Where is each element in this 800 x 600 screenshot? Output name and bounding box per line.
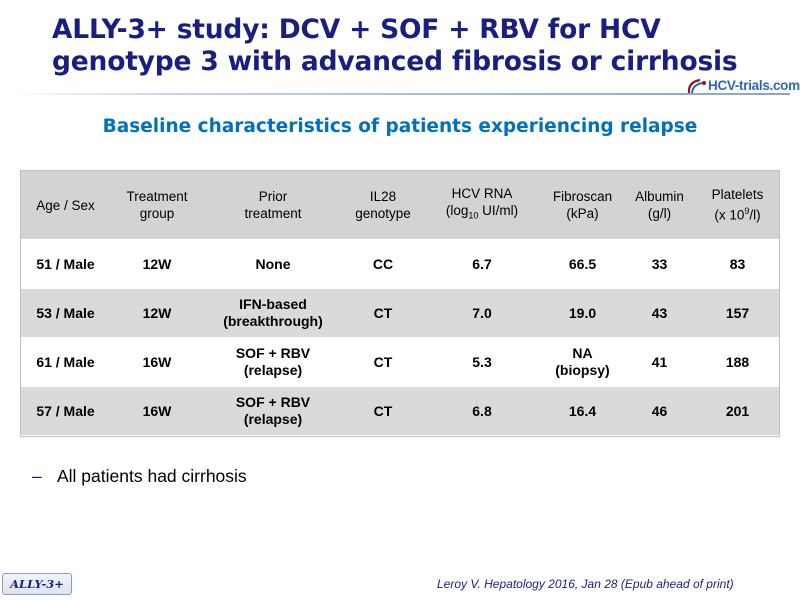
cell-group: 12W xyxy=(111,288,203,338)
cell-il28: CT xyxy=(343,288,423,338)
cell-il28: CT xyxy=(343,337,423,387)
header-prior-treatment: Prior treatment xyxy=(203,170,343,240)
header-fibroscan: Fibroscan (kPa) xyxy=(541,170,624,240)
baseline-table-container: Age / Sex Treatment group Prior treatment … xyxy=(20,170,780,436)
header-platelets: Platelets (x 109/l) xyxy=(695,170,780,240)
cell-platelets: 188 xyxy=(695,337,780,387)
logo-text: HCV-trials.com xyxy=(708,78,800,93)
table-row: 61 / Male 16W SOF + RBV (relapse) CT 5.3 … xyxy=(20,337,780,387)
title-divider xyxy=(10,93,790,95)
header-il28-genotype: IL28 genotype xyxy=(343,170,423,240)
cell-hcv-rna: 7.0 xyxy=(423,288,541,338)
cell-fibroscan: 19.0 xyxy=(541,288,624,338)
cell-hcv-rna: 5.3 xyxy=(423,337,541,387)
bullet-text: All patients had cirrhosis xyxy=(57,466,247,486)
cell-prior: None xyxy=(203,239,343,289)
cell-group: 16W xyxy=(111,337,203,387)
table-row: 53 / Male 12W IFN-based (breakthrough) CT… xyxy=(20,288,780,338)
cell-age-sex: 51 / Male xyxy=(20,239,111,289)
cell-prior: IFN-based (breakthrough) xyxy=(203,288,343,338)
cell-albumin: 33 xyxy=(624,239,695,289)
header-age-sex: Age / Sex xyxy=(20,170,111,240)
cell-prior: SOF + RBV (relapse) xyxy=(203,386,343,436)
baseline-characteristics-table: Age / Sex Treatment group Prior treatment … xyxy=(20,170,780,436)
slide-subtitle: Baseline characteristics of patients exp… xyxy=(102,116,698,137)
cell-il28: CC xyxy=(343,239,423,289)
cell-albumin: 43 xyxy=(624,288,695,338)
logo-arc-icon xyxy=(687,78,706,95)
citation: Leroy V. Hepatology 2016, Jan 28 (Epub a… xyxy=(437,577,734,591)
header-albumin: Albumin (g/l) xyxy=(624,170,695,240)
bullet-point: – All patients had cirrhosis xyxy=(32,466,247,487)
header-treatment-group: Treatment group xyxy=(111,170,203,240)
cell-platelets: 157 xyxy=(695,288,780,338)
table-row: 57 / Male 16W SOF + RBV (relapse) CT 6.8 … xyxy=(20,386,780,436)
study-badge: ALLY-3+ xyxy=(2,573,72,595)
cell-hcv-rna: 6.8 xyxy=(423,386,541,436)
table-header-row: Age / Sex Treatment group Prior treatment … xyxy=(20,170,780,240)
cell-group: 12W xyxy=(111,239,203,289)
cell-platelets: 201 xyxy=(695,386,780,436)
bullet-dash: – xyxy=(32,466,42,486)
cell-hcv-rna: 6.7 xyxy=(423,239,541,289)
slide-title: ALLY-3+ study: DCV + SOF + RBV for HCV g… xyxy=(52,14,738,77)
cell-albumin: 46 xyxy=(624,386,695,436)
cell-prior: SOF + RBV (relapse) xyxy=(203,337,343,387)
cell-fibroscan: NA (biopsy) xyxy=(541,337,624,387)
cell-age-sex: 61 / Male xyxy=(20,337,111,387)
cell-fibroscan: 16.4 xyxy=(541,386,624,436)
header-hcv-rna: HCV RNA (log10 UI/ml) xyxy=(423,170,541,240)
hcv-trials-logo: HCV-trials.com xyxy=(686,76,800,98)
cell-group: 16W xyxy=(111,386,203,436)
cell-il28: CT xyxy=(343,386,423,436)
cell-age-sex: 53 / Male xyxy=(20,288,111,338)
cell-albumin: 41 xyxy=(624,337,695,387)
cell-age-sex: 57 / Male xyxy=(20,386,111,436)
cell-fibroscan: 66.5 xyxy=(541,239,624,289)
cell-platelets: 83 xyxy=(695,239,780,289)
table-row: 51 / Male 12W None CC 6.7 66.5 33 83 xyxy=(20,239,780,289)
